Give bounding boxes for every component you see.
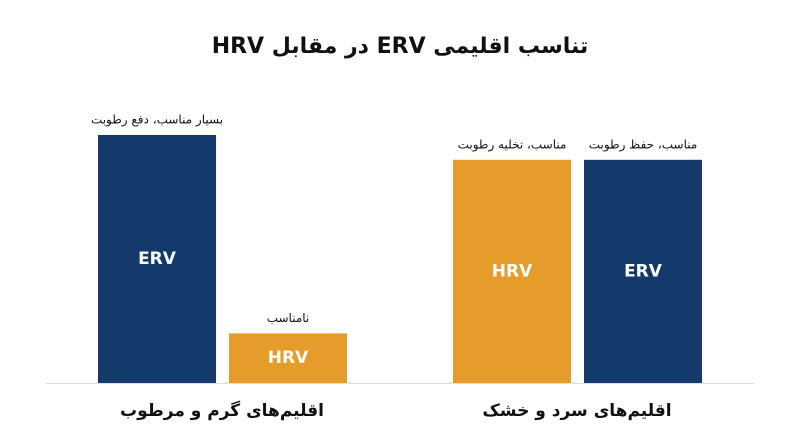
bar-series-label: HRV	[268, 348, 309, 368]
bar	[453, 159, 571, 383]
bar	[98, 135, 216, 383]
category-label: اقلیم‌های سرد و خشک	[482, 401, 671, 421]
bar-series-label: ERV	[624, 261, 663, 281]
bar-series-label: ERV	[138, 249, 177, 269]
bar-annotation: مناسب، حفظ رطوبت	[589, 137, 698, 152]
bar-annotation: نامناسب	[267, 311, 310, 325]
bar-annotation: مناسب، تخلیه رطوبت	[458, 137, 567, 152]
bar-series-label: HRV	[492, 261, 533, 281]
bar	[229, 333, 347, 383]
bar-annotation: بسیار مناسب، دفع رطوبت	[91, 113, 223, 128]
chart-title: تناسب اقلیمی ERV در مقابل HRV	[212, 34, 589, 59]
category-label: اقلیم‌های گرم و مرطوب	[120, 400, 324, 421]
bar	[584, 159, 702, 383]
